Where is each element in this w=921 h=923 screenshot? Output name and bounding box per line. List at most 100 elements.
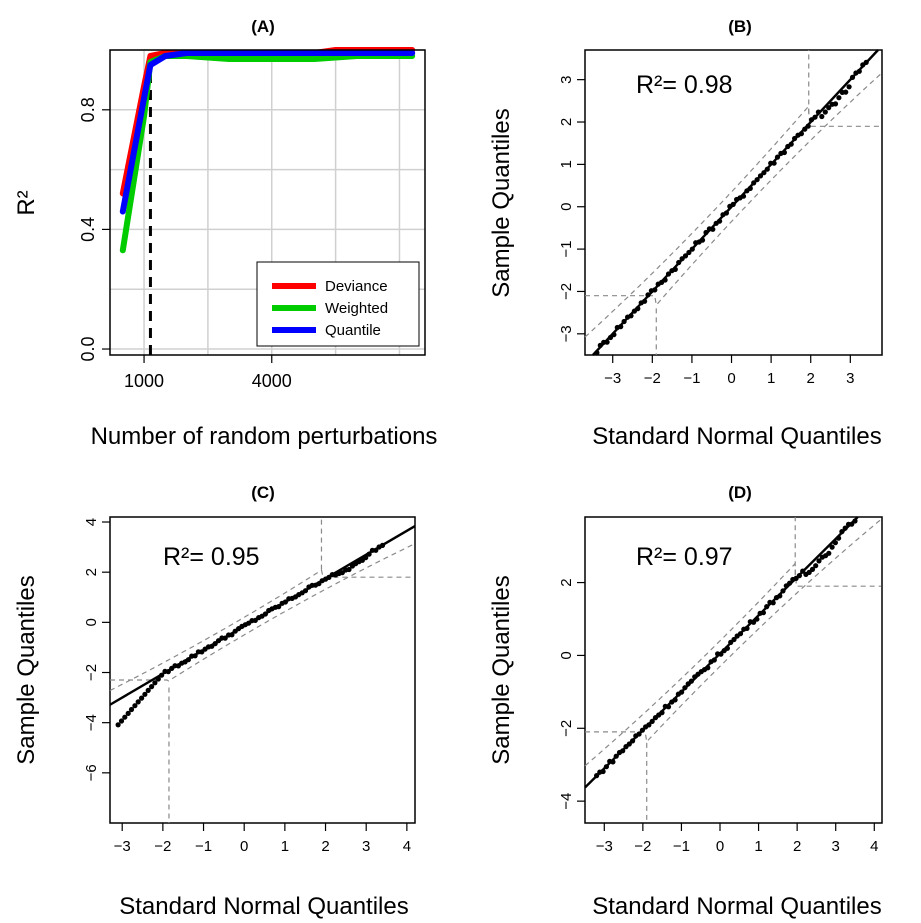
panel-d-title: (D): [728, 483, 752, 502]
y-tick-label: 2: [558, 118, 575, 126]
confidence-band-upper: [584, 104, 882, 338]
panel-a-series: [119, 47, 416, 254]
x-tick-label: 0: [727, 370, 735, 387]
data-point: [142, 691, 148, 697]
data-point: [122, 714, 128, 720]
confidence-band-upper: [584, 562, 882, 767]
panel-a-plot-frame: [109, 49, 426, 356]
y-tick-label: 0: [558, 651, 575, 659]
y-tick-label: 2: [83, 568, 100, 576]
x-tick-label: 2: [793, 838, 801, 855]
panel-c-title: (C): [251, 483, 275, 502]
reference-line: [592, 49, 879, 356]
data-point: [843, 89, 849, 95]
confidence-band-upper: [109, 569, 415, 692]
panel-c-plot-frame: [109, 516, 416, 824]
x-tick-label: 3: [846, 370, 854, 387]
x-tick-label: −3: [596, 838, 613, 855]
panel-b-title: (B): [728, 17, 752, 36]
data-point: [816, 558, 822, 564]
panel-a-x-axis-label: Number of random perturbations: [91, 423, 438, 450]
x-tick-label: −1: [683, 370, 700, 387]
panel-d-qq-plot: (D) −3 −2 −1 0 1 2 3 4 −4 −2 0 2 R²= 0.97 Standard…: [488, 483, 883, 920]
data-point: [826, 550, 832, 556]
y-tick-label: −1: [558, 241, 575, 258]
panel-a-line-chart: (A) 1000 4000 0.0 0.4 0.8 Number of random …: [13, 17, 437, 450]
y-tick-label: 3: [558, 75, 575, 83]
y-tick-label: −3: [558, 325, 575, 342]
x-tick-label: −2: [154, 838, 171, 855]
x-tick-label: −1: [195, 838, 212, 855]
y-tick-label: −2: [558, 720, 575, 737]
x-tick-label: 3: [832, 838, 840, 855]
x-tick-label: 3: [362, 838, 370, 855]
x-tick-label: 1: [767, 370, 775, 387]
data-point: [149, 684, 155, 690]
panel-d-y-axis-label: Sample Quantiles: [488, 575, 515, 764]
x-tick-label: 4000: [252, 371, 292, 391]
panel-b-x-ticks: −3 −2 −1 0 1 2 3: [604, 355, 854, 387]
data-point: [826, 105, 832, 111]
x-tick-label: 0: [716, 838, 724, 855]
data-point: [836, 95, 842, 101]
panel-c-qq-plot: (C) −3 −2 −1 0 1 2 3 4 −6 −4 −2 0 2 4 R²= 0.95 Stand…: [13, 483, 416, 920]
panel-b-r2-annotation: R²= 0.98: [636, 71, 733, 99]
reference-line: [584, 516, 859, 789]
panel-a-y-ticks: 0.0 0.4 0.8: [78, 97, 110, 362]
y-tick-label: 2: [558, 578, 575, 586]
legend-label-weighted: Weighted: [325, 300, 388, 317]
panel-b-y-ticks: −3 −2 −1 0 1 2 3: [558, 75, 585, 342]
data-point: [806, 569, 812, 576]
series-line-weighted: [119, 53, 416, 254]
x-tick-label: 2: [321, 838, 329, 855]
panel-a-x-ticks: 1000 4000: [124, 355, 292, 391]
data-point: [829, 544, 835, 550]
legend-label-quantile: Quantile: [325, 322, 381, 339]
panel-b-y-axis-label: Sample Quantiles: [488, 108, 515, 297]
series-line-deviance: [119, 47, 416, 197]
panel-d-x-ticks: −3 −2 −1 0 1 2 3 4: [596, 823, 878, 855]
y-tick-label: 0.4: [78, 217, 98, 242]
panel-a-y-axis-label: R²: [13, 190, 40, 215]
y-tick-label: 0: [83, 618, 100, 626]
data-point: [809, 566, 816, 573]
x-tick-label: 2: [807, 370, 815, 387]
y-tick-label: 0.0: [78, 337, 98, 362]
legend-label-deviance: Deviance: [325, 278, 388, 295]
panel-d-plot-frame: [584, 516, 883, 824]
y-tick-label: 4: [83, 518, 100, 526]
x-tick-label: 1: [754, 838, 762, 855]
data-point: [819, 113, 825, 120]
x-tick-label: 0: [240, 838, 248, 855]
y-tick-label: −4: [558, 793, 575, 810]
x-tick-label: −1: [673, 838, 690, 855]
panel-b-plot-frame: [584, 49, 883, 356]
data-point: [115, 722, 121, 728]
y-tick-label: −6: [83, 764, 100, 781]
panel-d-marks: [584, 516, 882, 823]
x-tick-label: 1: [281, 838, 289, 855]
data-point: [846, 84, 852, 90]
data-point: [128, 706, 135, 713]
panel-c-marks: [109, 517, 416, 823]
reference-line: [109, 524, 416, 706]
y-tick-label: 0.8: [78, 97, 98, 122]
y-tick-label: 1: [558, 160, 575, 168]
x-tick-label: −3: [114, 838, 131, 855]
data-point: [135, 699, 141, 705]
confidence-band-lower: [585, 73, 882, 307]
x-tick-label: 1000: [124, 371, 164, 391]
data-point: [139, 695, 145, 701]
data-point: [145, 687, 151, 694]
x-tick-label: 4: [403, 838, 411, 855]
data-point: [125, 710, 131, 717]
confidence-band-lower: [585, 518, 882, 744]
y-tick-label: −2: [558, 283, 575, 300]
panel-d-y-ticks: −4 −2 0 2: [558, 578, 585, 810]
data-point: [813, 563, 819, 569]
data-point: [832, 101, 839, 107]
y-tick-label: −4: [83, 714, 100, 731]
panel-b-qq-plot: (B) −3 −2 −1 0 1 2 3 −3 −2 −1 0 1 2 3 R²= 0.98 Stand…: [488, 17, 883, 450]
panel-a-title: (A): [251, 17, 275, 36]
x-tick-label: −2: [634, 838, 651, 855]
